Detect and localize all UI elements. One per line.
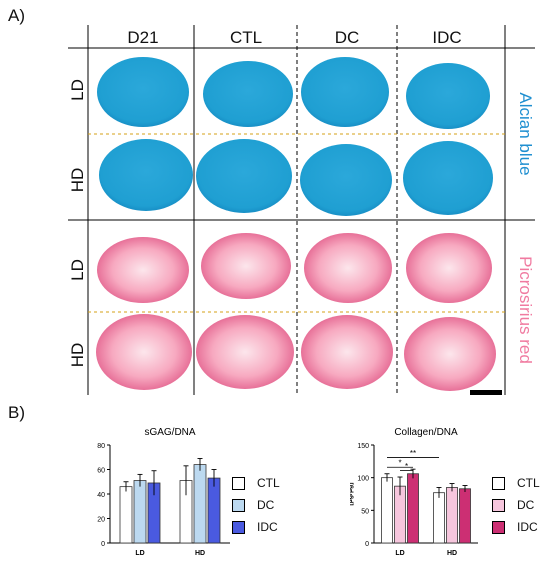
legend-label-dc: DC (257, 498, 275, 512)
section-alcian-ld-ctl (203, 61, 293, 127)
legend-swatch-dc-2 (492, 498, 505, 512)
x-tick-label: HD (447, 550, 457, 557)
section-picro-ld-d21 (97, 237, 189, 303)
section-picro-hd-ctl (196, 315, 294, 389)
section-alcian-hd-ctl (196, 139, 292, 213)
bar-idc-hd (459, 488, 471, 544)
legend-swatch-idc (232, 520, 245, 534)
y-tick-label: 100 (357, 476, 369, 483)
col-header-dc: DC (334, 28, 360, 47)
section-alcian-ld-d21 (97, 57, 189, 127)
y-tick-label: 150 (357, 443, 369, 450)
legend-item-idc-2: IDC (492, 520, 540, 534)
tissue-sections (96, 57, 496, 391)
y-tick-label: 0 (101, 541, 105, 548)
section-alcian-ld-idc (406, 63, 490, 129)
bar-idc-ld (407, 473, 419, 544)
legend-item-ctl: CTL (232, 476, 280, 490)
legend-label-idc: IDC (257, 520, 278, 534)
bar-ctl-hd (433, 492, 445, 544)
bar-dc-hd (446, 487, 458, 544)
legend-label-idc-2: IDC (517, 520, 538, 534)
x-tick-label: LD (395, 550, 404, 557)
bar-idc-hd (207, 477, 221, 544)
panel-a-label: A) (8, 6, 25, 25)
scale-bar (470, 390, 502, 395)
section-picro-ld-ctl (201, 233, 291, 299)
histology-grid (68, 25, 535, 395)
y-tick-label: 0 (365, 541, 369, 548)
significance-label: * (405, 462, 408, 471)
legend-label-ctl-2: CTL (517, 476, 540, 490)
legend-collagen: CTL DC IDC (492, 476, 540, 534)
legend-swatch-ctl-2 (492, 476, 505, 490)
col-header-ctl: CTL (229, 28, 263, 47)
section-picro-ld-idc (406, 233, 492, 303)
y-tick-label: 40 (97, 492, 105, 499)
legend-swatch-idc-2 (492, 520, 505, 534)
chart-title: Collagen/DNA (394, 427, 458, 438)
x-tick-label: HD (195, 550, 205, 557)
legend-swatch-dc (232, 498, 245, 512)
bar-dc-hd (193, 464, 207, 544)
legend-swatch-ctl (232, 476, 245, 490)
section-alcian-hd-idc (403, 141, 493, 215)
col-header-idc: IDC (432, 28, 462, 47)
section-picro-hd-dc (301, 315, 393, 389)
bar-ctl-ld (119, 486, 133, 544)
y-tick-label: 80 (97, 443, 105, 450)
significance-label: * (398, 459, 401, 468)
legend-item-idc: IDC (232, 520, 280, 534)
x-tick-label: LD (135, 550, 144, 557)
y-axis-label: [µg/µg] (350, 482, 354, 505)
bar-ctl-ld (381, 477, 393, 544)
col-header-d21: D21 (127, 28, 159, 47)
y-tick-label: 20 (97, 517, 105, 524)
section-alcian-hd-dc (300, 144, 392, 216)
legend-sgag: CTL DC IDC (232, 476, 280, 534)
section-picro-hd-idc (404, 317, 496, 391)
significance-label: ** (410, 449, 416, 458)
legend-item-ctl-2: CTL (492, 476, 540, 490)
section-picro-ld-dc (304, 233, 392, 303)
chart-title: sGAG/DNA (144, 427, 195, 438)
y-tick-label: 60 (97, 468, 105, 475)
legend-label-dc-2: DC (517, 498, 535, 512)
section-picro-hd-d21 (96, 314, 192, 390)
y-tick-label: 50 (361, 508, 369, 515)
section-alcian-hd-d21 (99, 139, 193, 211)
panel-b-label: B) (8, 403, 25, 422)
legend-item-dc-2: DC (492, 498, 540, 512)
legend-item-dc: DC (232, 498, 280, 512)
section-alcian-ld-dc (301, 57, 389, 127)
legend-label-ctl: CTL (257, 476, 280, 490)
bar-dc-ld (133, 480, 147, 544)
